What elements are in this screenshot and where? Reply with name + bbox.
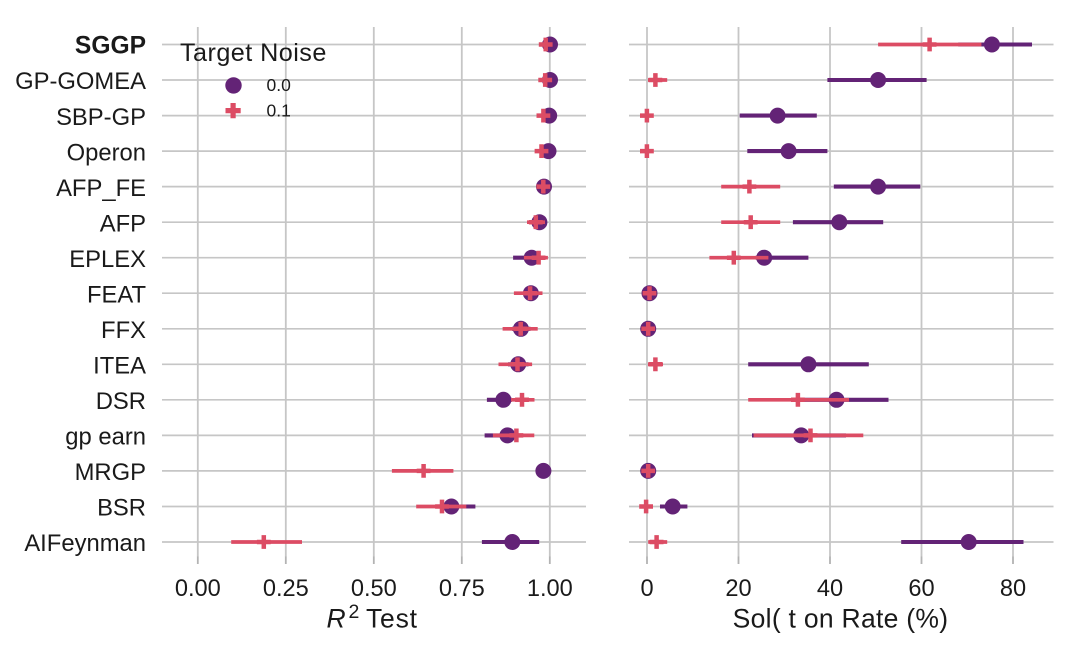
svg-text:FFX: FFX xyxy=(101,317,146,344)
svg-text:GP-GOMEA: GP-GOMEA xyxy=(15,68,146,95)
svg-text:gp earn: gp earn xyxy=(65,424,146,451)
svg-text:Test: Test xyxy=(366,604,418,634)
svg-text:0: 0 xyxy=(640,576,653,602)
svg-text:Sol( t on Rate (%): Sol( t on Rate (%) xyxy=(733,604,949,634)
svg-text:SGGP: SGGP xyxy=(75,33,146,60)
svg-text:0.25: 0.25 xyxy=(263,576,309,602)
svg-text:MRGP: MRGP xyxy=(75,459,146,486)
svg-text:R: R xyxy=(327,604,346,634)
svg-text:DSR: DSR xyxy=(96,388,146,415)
svg-text:0.00: 0.00 xyxy=(175,576,221,602)
svg-text:Operon: Operon xyxy=(67,139,146,166)
svg-text:60: 60 xyxy=(908,576,934,602)
svg-text:FEAT: FEAT xyxy=(87,281,146,308)
svg-text:0.50: 0.50 xyxy=(351,576,397,602)
svg-text:40: 40 xyxy=(817,576,843,602)
svg-text:0.0: 0.0 xyxy=(267,75,292,95)
svg-text:ITEA: ITEA xyxy=(93,353,146,380)
svg-text:AIFeynman: AIFeynman xyxy=(24,530,146,557)
svg-text:SBP-GP: SBP-GP xyxy=(56,104,146,131)
svg-text:20: 20 xyxy=(725,576,751,602)
svg-text:0.1: 0.1 xyxy=(267,100,291,120)
svg-text:AFP: AFP xyxy=(100,210,146,237)
svg-text:80: 80 xyxy=(1000,576,1026,602)
svg-text:AFP_FE: AFP_FE xyxy=(56,175,146,202)
svg-text:0.75: 0.75 xyxy=(439,576,485,602)
svg-text:BSR: BSR xyxy=(97,495,146,522)
svg-text:Target Noise: Target Noise xyxy=(180,39,327,67)
svg-text:EPLEX: EPLEX xyxy=(69,246,146,273)
svg-text:2: 2 xyxy=(349,601,360,623)
svg-text:1.00: 1.00 xyxy=(527,576,573,602)
